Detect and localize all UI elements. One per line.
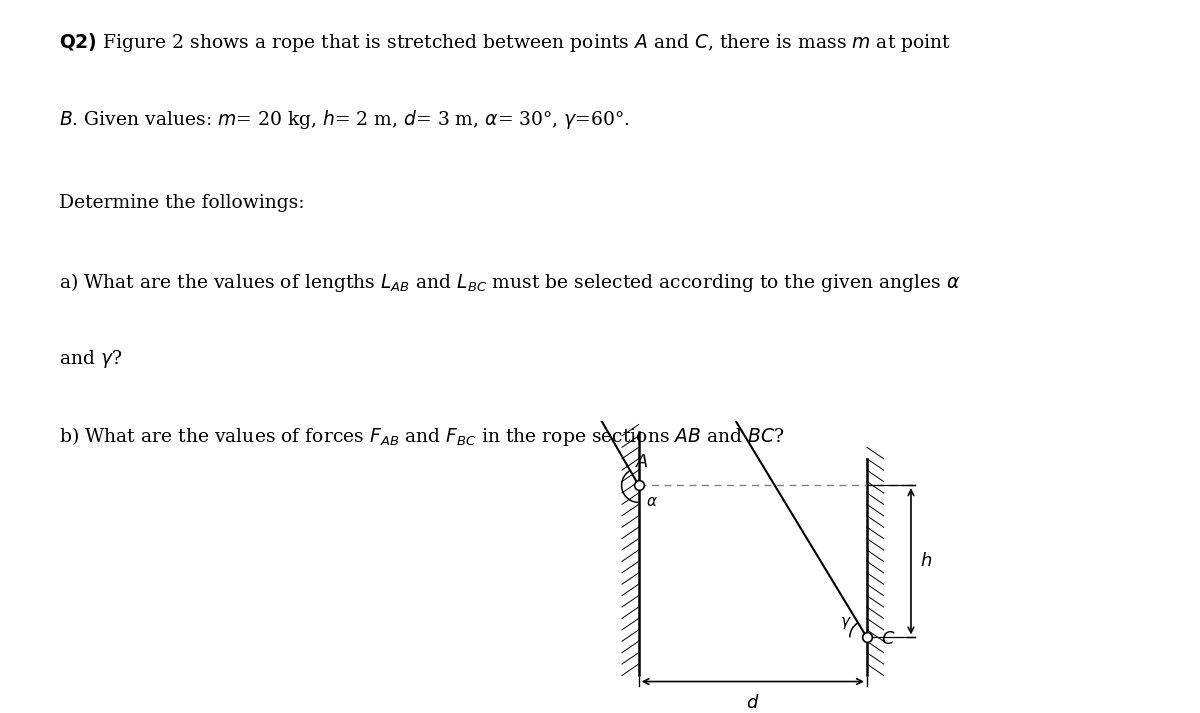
Text: $h$: $h$ <box>920 553 932 570</box>
Text: $A$: $A$ <box>636 453 649 471</box>
Text: $\mathbf{Q2)}$ Figure 2 shows a rope that is stretched between points $A$ and $C: $\mathbf{Q2)}$ Figure 2 shows a rope tha… <box>59 31 952 54</box>
Text: $C$: $C$ <box>881 630 895 648</box>
Text: $\gamma$: $\gamma$ <box>840 615 852 631</box>
Text: a) What are the values of lengths $L_{AB}$ and $L_{BC}$ must be selected accordi: a) What are the values of lengths $L_{AB… <box>59 271 960 294</box>
Text: Determine the followings:: Determine the followings: <box>59 194 305 212</box>
Text: $\alpha$: $\alpha$ <box>647 495 659 509</box>
Text: $d$: $d$ <box>746 694 760 712</box>
Text: $B$. Given values: $m$= 20 kg, $h$= 2 m, $d$= 3 m, $\alpha$= 30°, $\gamma$=60°.: $B$. Given values: $m$= 20 kg, $h$= 2 m,… <box>59 108 630 131</box>
Text: and $\gamma$?: and $\gamma$? <box>59 348 122 370</box>
Text: b) What are the values of forces $F_{AB}$ and $F_{BC}$ in the rope sections $AB$: b) What are the values of forces $F_{AB}… <box>59 425 785 448</box>
